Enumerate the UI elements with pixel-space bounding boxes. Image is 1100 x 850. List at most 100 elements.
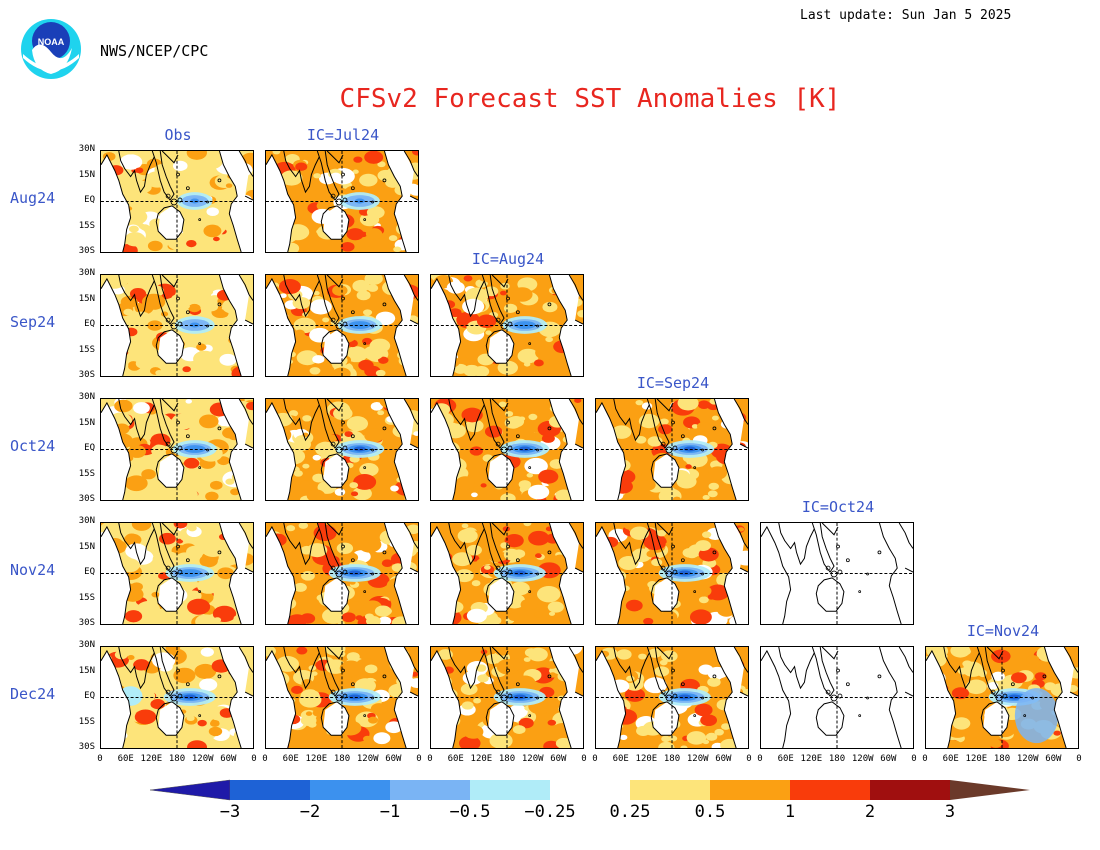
lon-tick-label: 60E [942, 754, 959, 764]
colorbar-extend-low [150, 779, 231, 801]
row-label-nov24: Nov24 [10, 561, 56, 579]
lat-tick-label: EQ [84, 567, 95, 577]
lon-tick-label: 120W [356, 754, 379, 764]
lat-tick-label: 15S [78, 468, 95, 479]
lon-tick-label: 0 [97, 754, 103, 764]
chart-title: CFSv2 Forecast SST Anomalies [K] [339, 84, 841, 114]
colorbar-level-label: 2 [864, 802, 876, 822]
lon-tick-label: 0 [251, 754, 257, 764]
lat-tick-label: 30N [78, 392, 95, 402]
lon-tick-label: 120E [800, 754, 823, 764]
row-label-sep24: Sep24 [10, 313, 56, 331]
lon-tick-label: 60W [1045, 754, 1062, 764]
lon-tick-label: 120W [191, 754, 214, 764]
lat-tick-label: EQ [84, 443, 95, 453]
colorbar-level-label: 0.25 [609, 802, 651, 822]
colorbar-level-label: −1 [379, 802, 401, 822]
map-panel-oct24-obs [100, 398, 254, 501]
lon-tick-label: 120E [635, 754, 658, 764]
map-panel-nov24-ic-sep24 [595, 522, 749, 625]
map-panel-dec24-ic-sep24 [595, 646, 749, 749]
map-panel-sep24-ic-aug24 [430, 274, 584, 377]
lat-tick-label: 30N [78, 516, 95, 526]
map-panel-dec24-ic-oct24 [760, 646, 914, 749]
lon-tick-label: 60E [777, 754, 794, 764]
lon-tick-label: 60W [220, 754, 237, 764]
lon-tick-label: 120E [305, 754, 328, 764]
column-label-ic-aug24: IC=Aug24 [471, 250, 545, 268]
colorbar [150, 779, 1030, 801]
lat-tick-label: 15N [78, 169, 95, 180]
row-label-dec24: Dec24 [10, 685, 56, 703]
column-label-ic-oct24: IC=Oct24 [801, 498, 875, 516]
lat-tick-label: 15S [78, 220, 95, 231]
colorbar-level-label: 3 [944, 802, 956, 822]
colorbar-segment [870, 780, 950, 800]
colorbar-segment [630, 780, 710, 800]
map-panel-aug24-ic-jul24 [265, 150, 419, 253]
column-label-ic-sep24: IC=Sep24 [636, 374, 710, 392]
colorbar-segment [230, 780, 310, 800]
map-panel-dec24-obs [100, 646, 254, 749]
lon-tick-label: 120W [1016, 754, 1039, 764]
lon-tick-label: 0 [581, 754, 587, 764]
agency-label: NWS/NCEP/CPC [100, 42, 209, 60]
row-label-oct24: Oct24 [10, 437, 56, 455]
colorbar-level-label: −3 [219, 802, 241, 822]
colorbar-level-label: −0.25 [524, 802, 576, 822]
lat-tick-label: 30N [78, 268, 95, 278]
lon-tick-label: 60E [447, 754, 464, 764]
lon-tick-label: 60E [282, 754, 299, 764]
lat-tick-label: 15S [78, 592, 95, 603]
lon-tick-label: 0 [757, 754, 763, 764]
colorbar-segment [310, 780, 390, 800]
lat-tick-label: 15S [78, 716, 95, 727]
lon-tick-label: 60W [550, 754, 567, 764]
map-panel-oct24-ic-jul24 [265, 398, 419, 501]
row-label-aug24: Aug24 [10, 189, 56, 207]
lon-tick-label: 120E [140, 754, 163, 764]
colorbar-extend-high [950, 780, 1030, 800]
map-panel-oct24-ic-aug24 [430, 398, 584, 501]
lon-tick-label: 180 [663, 754, 681, 764]
colorbar-segment [470, 780, 550, 800]
lon-tick-label: 180 [498, 754, 516, 764]
map-panel-oct24-ic-sep24 [595, 398, 749, 501]
lon-tick-label: 120W [686, 754, 709, 764]
lon-tick-label: 60W [715, 754, 732, 764]
map-panel-dec24-ic-nov24 [925, 646, 1079, 749]
lon-tick-label: 0 [1076, 754, 1082, 764]
logo-text: NOAA [38, 37, 65, 47]
lat-tick-label: EQ [84, 195, 95, 205]
lat-tick-label: EQ [84, 319, 95, 329]
map-panel-nov24-obs [100, 522, 254, 625]
lat-tick-label: 30N [78, 144, 95, 154]
lon-tick-label: 180 [828, 754, 846, 764]
lon-tick-label: 180 [993, 754, 1011, 764]
lon-tick-label: 0 [427, 754, 433, 764]
map-panel-nov24-ic-aug24 [430, 522, 584, 625]
lat-tick-label: 30S [78, 494, 95, 504]
map-panel-dec24-ic-aug24 [430, 646, 584, 749]
lat-tick-label: 30S [78, 246, 95, 256]
lon-tick-label: 120W [851, 754, 874, 764]
lon-tick-label: 0 [592, 754, 598, 764]
lon-tick-label: 0 [416, 754, 422, 764]
colorbar-level-label: 1 [784, 802, 796, 822]
lon-tick-label: 0 [262, 754, 268, 764]
lat-tick-label: 15N [78, 293, 95, 304]
colorbar-level-label: −2 [299, 802, 321, 822]
lat-tick-label: 15N [78, 541, 95, 552]
lat-tick-label: 30N [78, 640, 95, 650]
lon-tick-label: 0 [911, 754, 917, 764]
colorbar-level-label: −0.5 [449, 802, 491, 822]
map-panel-sep24-obs [100, 274, 254, 377]
lon-tick-label: 60W [385, 754, 402, 764]
lat-tick-label: 30S [78, 370, 95, 380]
map-panel-aug24-obs [100, 150, 254, 253]
lat-tick-label: 15S [78, 344, 95, 355]
colorbar-segment [790, 780, 870, 800]
lon-tick-label: 0 [922, 754, 928, 764]
lon-tick-label: 60E [117, 754, 134, 764]
lon-tick-label: 180 [168, 754, 186, 764]
